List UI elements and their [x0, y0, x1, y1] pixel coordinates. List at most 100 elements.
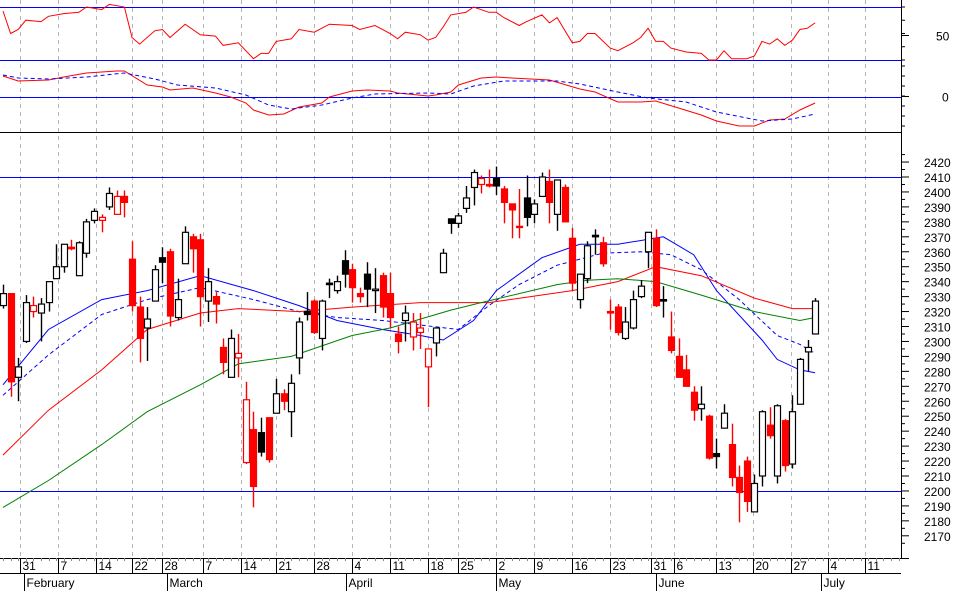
- candle-body: [667, 336, 676, 352]
- candle: [538, 172, 547, 198]
- ma-green-line: [2, 278, 816, 508]
- candle-body: [37, 303, 46, 314]
- candle-body: [637, 285, 646, 298]
- month-label: May: [499, 576, 522, 590]
- ma-blue-solid-line: [2, 236, 816, 386]
- candle-body: [508, 203, 517, 211]
- candle: [105, 187, 114, 210]
- candle-body: [212, 296, 221, 305]
- candle: [432, 327, 441, 357]
- candle-body: [485, 183, 494, 187]
- candle: [728, 423, 737, 487]
- candle: [318, 299, 327, 351]
- candle: [454, 212, 463, 228]
- candle-body: [287, 382, 296, 413]
- x-tick-label: 7: [206, 559, 213, 573]
- candle: [599, 236, 608, 267]
- candle: [583, 241, 592, 284]
- candle: [523, 175, 532, 227]
- candle-body: [60, 243, 69, 268]
- candle: [773, 404, 782, 484]
- candle-body: [234, 352, 243, 359]
- candle: [98, 214, 107, 233]
- x-tick-label: 2: [499, 559, 506, 573]
- candle-body: [462, 197, 471, 209]
- candle: [500, 185, 509, 224]
- macd-line: [2, 70, 816, 127]
- candle: [705, 414, 714, 460]
- candle-body: [120, 195, 129, 204]
- candle-body: [697, 403, 706, 410]
- price-tick-label: 2330: [924, 291, 951, 305]
- candle-body: [333, 281, 342, 292]
- price-tick-label: 2310: [924, 321, 951, 335]
- candle: [462, 185, 471, 213]
- candle: [606, 299, 615, 330]
- candle-body: [652, 237, 661, 307]
- candle: [720, 404, 729, 429]
- price-tick-label: 2360: [924, 246, 951, 260]
- month-label: March: [170, 576, 203, 590]
- price-tick-label: 2420: [924, 156, 951, 170]
- price-tick-label: 2230: [924, 440, 951, 454]
- x-tick-label: 18: [431, 559, 445, 573]
- candle: [310, 299, 319, 334]
- candle-body: [447, 218, 456, 224]
- candle: [667, 311, 676, 354]
- candle-body: [295, 321, 304, 359]
- candle-body: [720, 412, 729, 429]
- candle: [758, 410, 767, 487]
- candle-body: [416, 327, 425, 334]
- candle-body: [758, 411, 767, 477]
- candle-body: [189, 236, 198, 250]
- candle: [37, 298, 46, 342]
- candle-body: [766, 424, 775, 437]
- candle-body: [151, 269, 160, 302]
- candle: [735, 465, 744, 523]
- price-tick-label: 2190: [924, 500, 951, 514]
- candle: [174, 278, 183, 321]
- candle-body: [606, 310, 615, 314]
- candle: [675, 338, 684, 378]
- candle-body: [29, 304, 38, 313]
- price-tick-label: 2390: [924, 201, 951, 215]
- candle-body: [363, 273, 372, 290]
- candle-body: [45, 281, 54, 304]
- candle-body: [454, 215, 463, 224]
- x-tick-label: 20: [756, 559, 770, 573]
- x-tick-label: 7: [61, 559, 68, 573]
- candle: [712, 438, 721, 469]
- candle: [158, 247, 167, 284]
- candle-body: [409, 321, 418, 338]
- candle: [576, 273, 585, 309]
- candle: [113, 190, 122, 215]
- oscillator-panel: [0, 3, 901, 61]
- x-tick-label: 25: [461, 559, 475, 573]
- candle-body: [7, 293, 16, 383]
- candle: [682, 354, 691, 387]
- x-tick-label: 4: [355, 559, 362, 573]
- candle: [0, 284, 8, 309]
- candle: [781, 419, 790, 472]
- x-tick-label: 28: [317, 559, 331, 573]
- candle: [303, 292, 312, 321]
- candle: [166, 248, 175, 327]
- price-tick-label: 2250: [924, 410, 951, 424]
- price-tick-label: 2200: [924, 485, 951, 499]
- candle-body: [128, 258, 137, 307]
- candle: [508, 203, 517, 239]
- candle-body: [401, 312, 410, 322]
- candle: [22, 295, 31, 343]
- candle: [90, 208, 99, 224]
- candle: [363, 262, 372, 308]
- price-tick-label: 2410: [924, 171, 951, 185]
- candle: [371, 268, 380, 314]
- candle: [325, 278, 334, 299]
- candle-body: [735, 476, 744, 494]
- candle-body: [22, 301, 31, 343]
- oscillator-line: [2, 3, 816, 61]
- candle: [60, 243, 69, 273]
- candle: [568, 227, 577, 291]
- candle-body: [583, 245, 592, 280]
- candle-body: [181, 231, 190, 265]
